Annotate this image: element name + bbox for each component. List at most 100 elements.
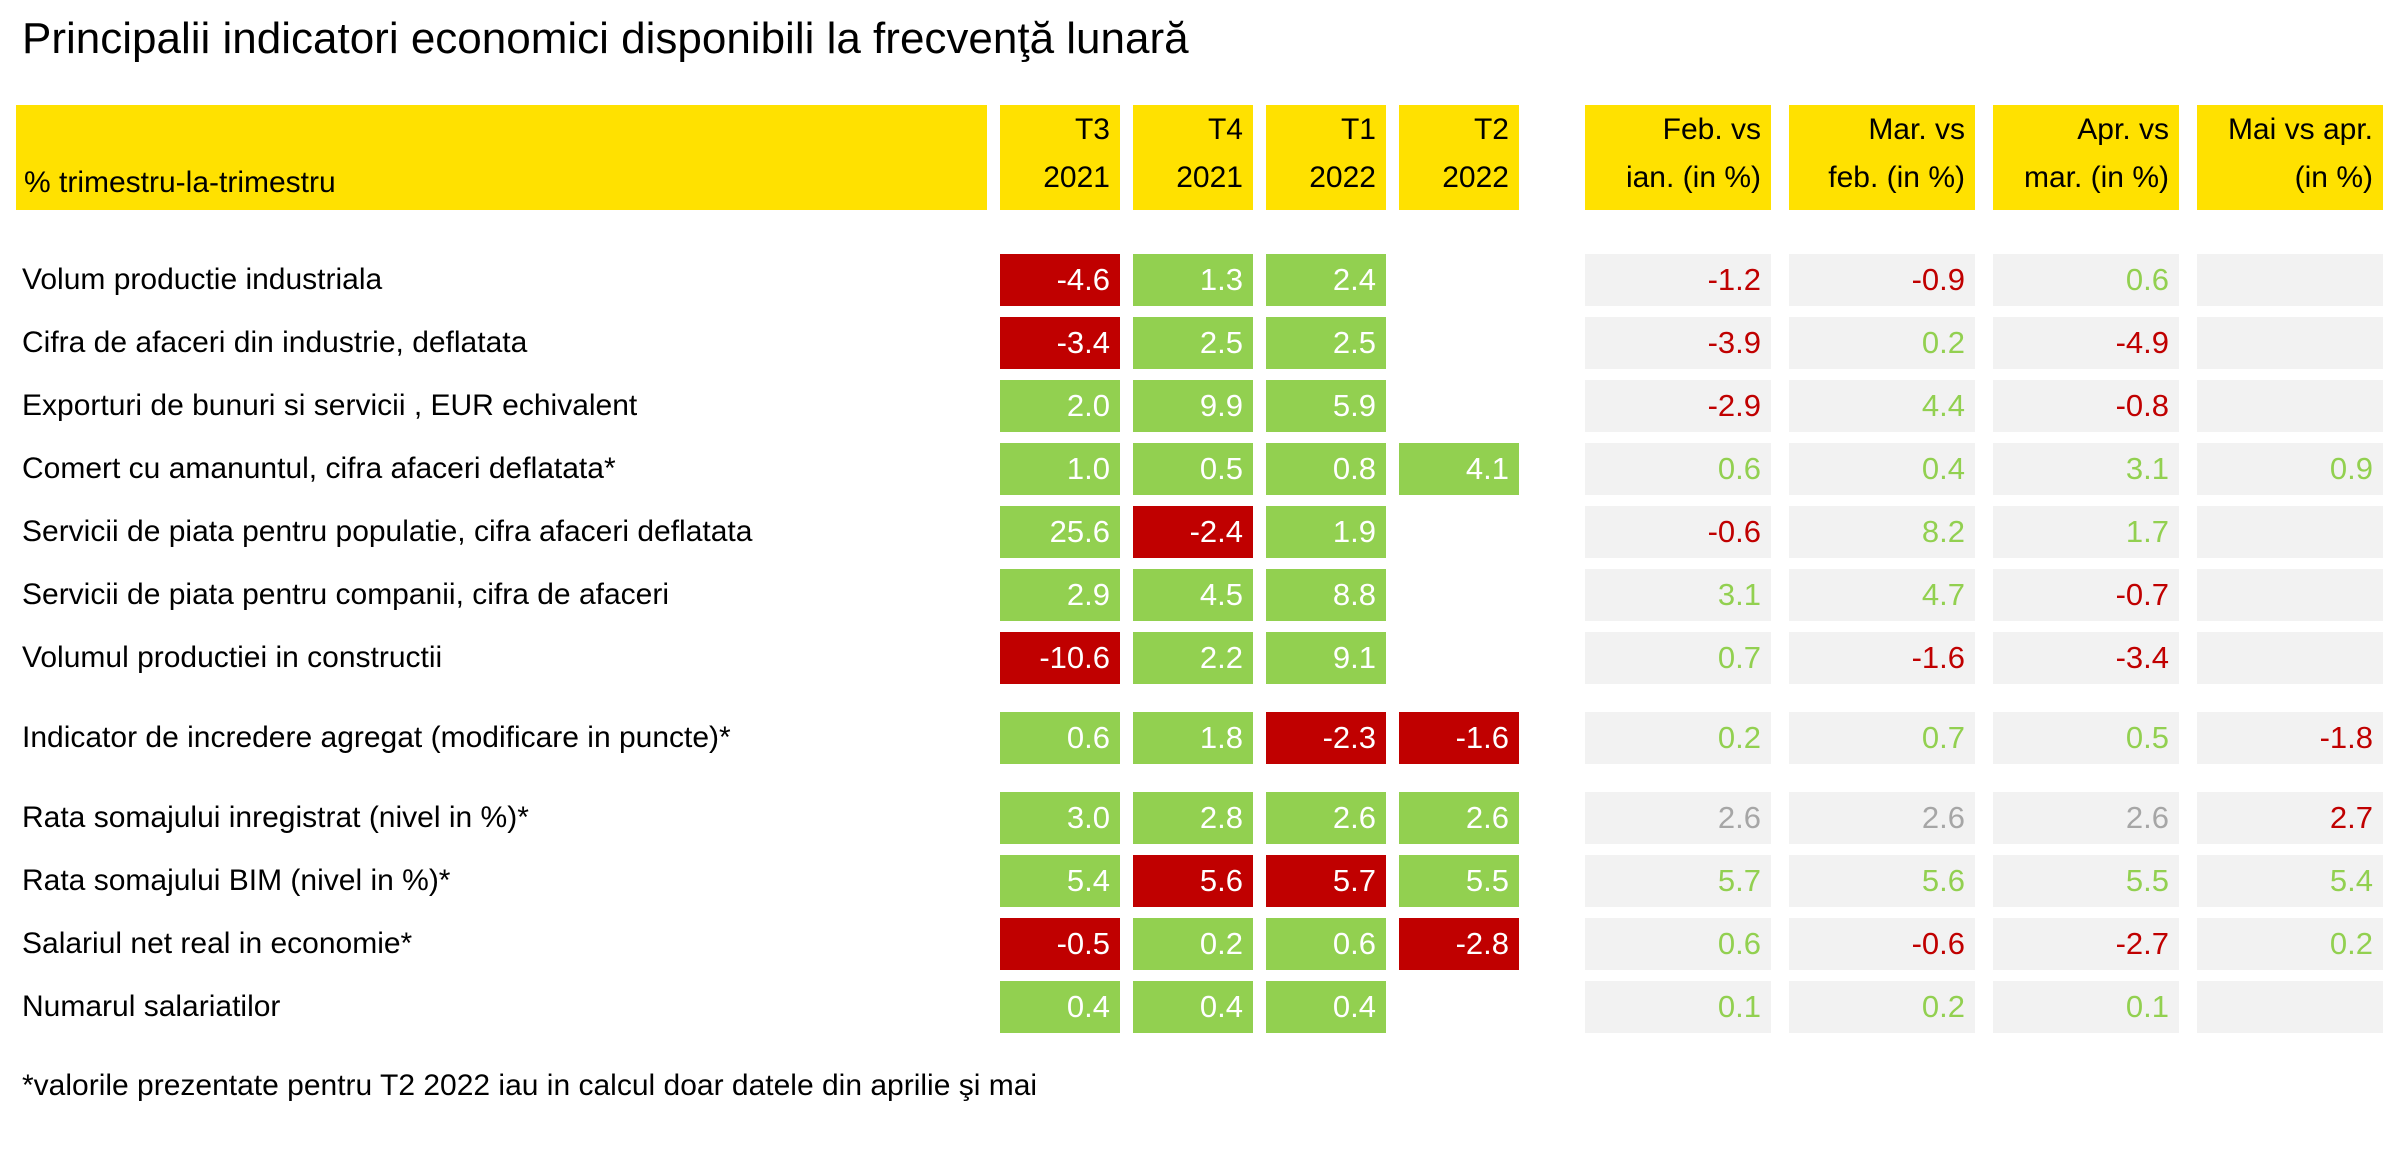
quarter-value-cell <box>1399 317 1519 369</box>
footnote: *valorile prezentate pentru T2 2022 iau … <box>22 1068 1038 1102</box>
table-row: Indicator de incredere agregat (modifica… <box>16 711 2408 764</box>
quarter-value-cell: -4.6 <box>1000 253 1120 306</box>
quarter-header-line2: 2022 <box>1309 160 1376 194</box>
month-value-cell <box>2197 980 2383 1033</box>
quarter-value-cell: 2.5 <box>1133 316 1253 369</box>
quarter-header-line1: T3 <box>1074 112 1110 146</box>
quarter-value-cell <box>1399 569 1519 621</box>
quarter-value-cell: 2.9 <box>1000 568 1120 621</box>
quarter-header-line1: T4 <box>1207 112 1243 146</box>
quarter-value-cell: 0.6 <box>1000 711 1120 764</box>
column-group-spacer <box>1519 712 1585 764</box>
month-value-cell: 5.6 <box>1789 854 1975 907</box>
month-header-line2: ian. (in %) <box>1625 160 1761 194</box>
quarter-cells: 5.4 5.6 5.7 5.5 <box>987 854 1519 907</box>
quarter-value-cell: 0.2 <box>1133 917 1253 970</box>
month-value-cell <box>2197 379 2383 432</box>
month-value-cell: -0.9 <box>1789 253 1975 306</box>
quarter-value-cell: 0.4 <box>1000 980 1120 1033</box>
month-value-cell: -1.2 <box>1585 253 1771 306</box>
quarter-value-cell: 0.4 <box>1266 980 1386 1033</box>
quarter-value-cell: 5.9 <box>1266 379 1386 432</box>
month-value-cell: 0.6 <box>1585 917 1771 970</box>
month-value-cell: 0.5 <box>1993 711 2179 764</box>
column-group-spacer <box>1519 105 1585 210</box>
quarter-header-line2: 2021 <box>1176 160 1243 194</box>
row-group: Volum productie industriala -4.6 1.3 2.4 -1.… <box>16 253 2408 684</box>
table-header-row: % trimestru-la-trimestru T3 2021 T4 2021 T1 2… <box>16 104 2408 210</box>
page-root: Principalii indicatori economici disponi… <box>16 14 2408 1102</box>
row-label: Exporturi de bunuri si servicii , EUR ec… <box>22 388 638 422</box>
quarter-cells: -3.4 2.5 2.5 <box>987 316 1519 369</box>
quarter-value-cell: -2.3 <box>1266 711 1386 764</box>
quarter-value-cell: 5.5 <box>1399 854 1519 907</box>
quarter-value-cell: 1.9 <box>1266 505 1386 558</box>
quarter-header-cell: T2 2022 <box>1399 104 1519 210</box>
table-row: Servicii de piata pentru companii, cifra… <box>16 568 2408 621</box>
month-header-line1: Mai vs apr. <box>2227 112 2373 146</box>
quarter-value-cell: 2.5 <box>1266 316 1386 369</box>
month-cells: 0.7 -1.6 -3.4 <box>1585 631 2383 684</box>
month-value-cell: 0.4 <box>1789 442 1975 495</box>
month-header-line2: mar. (in %) <box>2023 160 2169 194</box>
quarter-value-cell: 4.5 <box>1133 568 1253 621</box>
month-value-cell: 5.7 <box>1585 854 1771 907</box>
table-row: Numarul salariatilor 0.4 0.4 0.4 0.1 0.2 0.1 <box>16 980 2408 1033</box>
column-group-spacer <box>1519 981 1585 1033</box>
table-row: Comert cu amanuntul, cifra afaceri defla… <box>16 442 2408 495</box>
quarter-value-cell: -2.8 <box>1399 917 1519 970</box>
month-value-cell <box>2197 253 2383 306</box>
quarter-cells: -4.6 1.3 2.4 <box>987 253 1519 306</box>
row-label: Cifra de afaceri din industrie, deflatat… <box>22 325 528 359</box>
month-value-cell: -2.7 <box>1993 917 2179 970</box>
month-header-line2: feb. (in %) <box>1828 160 1965 194</box>
month-cells: 5.7 5.6 5.5 5.4 <box>1585 854 2383 907</box>
table-body: Volum productie industriala -4.6 1.3 2.4 -1.… <box>16 253 2408 1033</box>
row-label: Numarul salariatilor <box>22 989 281 1023</box>
quarter-value-cell <box>1399 632 1519 684</box>
quarter-header-line1: T2 <box>1473 112 1509 146</box>
month-value-cell: 4.7 <box>1789 568 1975 621</box>
month-value-cell <box>2197 631 2383 684</box>
row-label: Servicii de piata pentru companii, cifra… <box>22 577 669 611</box>
quarter-value-cell: 1.3 <box>1133 253 1253 306</box>
month-header-cell: Apr. vs mar. (in %) <box>1993 104 2179 210</box>
quarter-cells: -0.5 0.2 0.6 -2.8 <box>987 917 1519 970</box>
quarter-value-cell: 5.7 <box>1266 854 1386 907</box>
month-value-cell: -0.8 <box>1993 379 2179 432</box>
quarter-value-cell: 3.0 <box>1000 791 1120 844</box>
column-group-spacer <box>1519 254 1585 306</box>
quarter-value-cell: 2.8 <box>1133 791 1253 844</box>
month-value-cell: 4.4 <box>1789 379 1975 432</box>
month-header-cell: Mar. vs feb. (in %) <box>1789 104 1975 210</box>
month-header-line1: Feb. vs <box>1662 112 1761 146</box>
quarter-value-cell <box>1399 981 1519 1033</box>
column-group-spacer <box>1519 632 1585 684</box>
quarter-cells: 0.6 1.8 -2.3 -1.6 <box>987 711 1519 764</box>
row-group: Indicator de incredere agregat (modifica… <box>16 711 2408 764</box>
month-cells: -2.9 4.4 -0.8 <box>1585 379 2383 432</box>
month-value-cell: -0.6 <box>1585 505 1771 558</box>
month-header-cell: Mai vs apr. (in %) <box>2197 104 2383 210</box>
month-value-cell: 2.6 <box>1585 791 1771 844</box>
quarter-value-cell: 5.6 <box>1133 854 1253 907</box>
quarter-cells: 2.0 9.9 5.9 <box>987 379 1519 432</box>
quarter-value-cell: 0.8 <box>1266 442 1386 495</box>
quarter-value-cell: 2.6 <box>1266 791 1386 844</box>
quarter-column-headers: T3 2021 T4 2021 T1 2022 T2 2022 <box>987 104 1519 210</box>
month-value-cell: 0.6 <box>1993 253 2179 306</box>
quarter-value-cell: 0.4 <box>1133 980 1253 1033</box>
quarter-header-cell: T3 2021 <box>1000 104 1120 210</box>
month-value-cell: -2.9 <box>1585 379 1771 432</box>
quarter-value-cell: -0.5 <box>1000 917 1120 970</box>
table-row: Rata somajului BIM (nivel in %)* 5.4 5.6 5.… <box>16 854 2408 907</box>
month-header-line2: (in %) <box>2294 160 2373 194</box>
month-cells: 0.1 0.2 0.1 <box>1585 980 2383 1033</box>
month-value-cell: -1.8 <box>2197 711 2383 764</box>
month-value-cell: 0.9 <box>2197 442 2383 495</box>
column-group-spacer <box>1519 918 1585 970</box>
page-title: Principalii indicatori economici disponi… <box>22 14 1189 63</box>
quarter-cells: 0.4 0.4 0.4 <box>987 980 1519 1033</box>
month-value-cell: -1.6 <box>1789 631 1975 684</box>
quarter-value-cell: 1.8 <box>1133 711 1253 764</box>
